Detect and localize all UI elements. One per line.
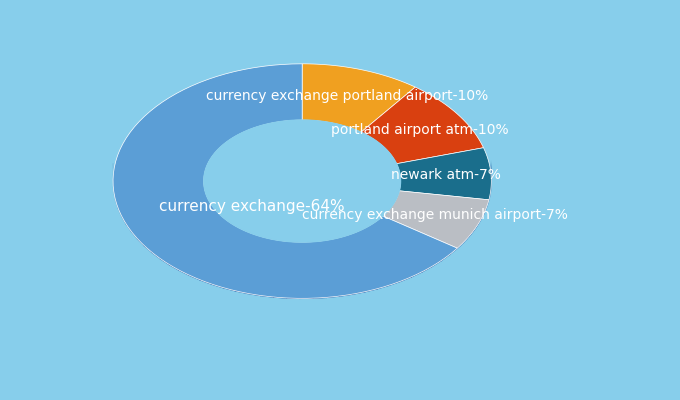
Polygon shape bbox=[214, 186, 217, 211]
Polygon shape bbox=[432, 240, 441, 267]
Polygon shape bbox=[224, 197, 228, 222]
Polygon shape bbox=[211, 263, 224, 288]
Polygon shape bbox=[422, 246, 432, 272]
Polygon shape bbox=[243, 209, 250, 232]
Polygon shape bbox=[460, 223, 461, 245]
Polygon shape bbox=[341, 214, 347, 237]
Polygon shape bbox=[364, 204, 369, 228]
Polygon shape bbox=[335, 216, 341, 239]
Polygon shape bbox=[205, 170, 207, 196]
Polygon shape bbox=[287, 277, 300, 298]
Polygon shape bbox=[152, 231, 160, 259]
Text: newark atm-7%: newark atm-7% bbox=[391, 168, 500, 182]
Polygon shape bbox=[467, 216, 468, 238]
Text: currency exchange-64%: currency exchange-64% bbox=[159, 199, 345, 214]
Polygon shape bbox=[322, 219, 328, 241]
Polygon shape bbox=[462, 222, 463, 244]
Polygon shape bbox=[466, 217, 467, 239]
Polygon shape bbox=[233, 204, 238, 228]
Polygon shape bbox=[169, 244, 180, 270]
Polygon shape bbox=[464, 220, 465, 242]
Polygon shape bbox=[144, 225, 152, 252]
Polygon shape bbox=[238, 206, 243, 230]
Polygon shape bbox=[235, 270, 248, 294]
Polygon shape bbox=[396, 148, 492, 200]
Polygon shape bbox=[204, 166, 205, 191]
Polygon shape bbox=[126, 203, 131, 232]
Polygon shape bbox=[441, 234, 449, 261]
Polygon shape bbox=[116, 180, 118, 209]
Polygon shape bbox=[201, 259, 211, 284]
Polygon shape bbox=[261, 216, 267, 238]
Polygon shape bbox=[383, 191, 489, 248]
Polygon shape bbox=[294, 221, 301, 242]
Polygon shape bbox=[211, 182, 214, 207]
Polygon shape bbox=[458, 226, 459, 248]
Polygon shape bbox=[118, 188, 122, 216]
Polygon shape bbox=[359, 207, 364, 231]
Polygon shape bbox=[114, 172, 116, 201]
Polygon shape bbox=[281, 220, 288, 241]
Polygon shape bbox=[326, 275, 339, 298]
Polygon shape bbox=[465, 219, 466, 241]
Polygon shape bbox=[113, 64, 458, 298]
Polygon shape bbox=[374, 198, 379, 222]
Polygon shape bbox=[463, 221, 464, 243]
Polygon shape bbox=[300, 277, 313, 298]
Polygon shape bbox=[377, 264, 389, 289]
Polygon shape bbox=[352, 271, 364, 294]
Polygon shape bbox=[180, 249, 190, 275]
Polygon shape bbox=[228, 200, 233, 224]
Polygon shape bbox=[113, 163, 114, 192]
Text: currency exchange munich airport-7%: currency exchange munich airport-7% bbox=[303, 208, 568, 222]
Polygon shape bbox=[389, 260, 400, 285]
Polygon shape bbox=[250, 211, 255, 235]
Polygon shape bbox=[224, 267, 235, 291]
Polygon shape bbox=[274, 218, 281, 240]
Polygon shape bbox=[302, 64, 415, 132]
Polygon shape bbox=[207, 174, 208, 200]
Polygon shape bbox=[131, 210, 137, 239]
Polygon shape bbox=[313, 276, 326, 298]
Polygon shape bbox=[190, 254, 201, 280]
Polygon shape bbox=[400, 256, 411, 282]
Polygon shape bbox=[369, 202, 374, 226]
Polygon shape bbox=[449, 227, 458, 255]
Polygon shape bbox=[301, 221, 308, 242]
Polygon shape bbox=[255, 214, 261, 236]
Polygon shape bbox=[353, 210, 359, 233]
Polygon shape bbox=[137, 218, 144, 246]
Polygon shape bbox=[288, 220, 294, 242]
Polygon shape bbox=[361, 87, 483, 164]
Polygon shape bbox=[379, 195, 383, 219]
Text: currency exchange portland airport-10%: currency exchange portland airport-10% bbox=[206, 90, 489, 104]
Polygon shape bbox=[274, 276, 287, 298]
Polygon shape bbox=[364, 268, 377, 292]
Polygon shape bbox=[347, 212, 353, 235]
Polygon shape bbox=[160, 238, 169, 265]
Polygon shape bbox=[267, 217, 274, 240]
Polygon shape bbox=[217, 190, 220, 215]
Polygon shape bbox=[461, 223, 462, 244]
Polygon shape bbox=[411, 251, 422, 277]
Polygon shape bbox=[220, 194, 224, 218]
Polygon shape bbox=[122, 196, 126, 224]
Polygon shape bbox=[468, 216, 469, 238]
Polygon shape bbox=[208, 178, 211, 204]
Polygon shape bbox=[315, 220, 322, 242]
Polygon shape bbox=[328, 218, 335, 240]
Polygon shape bbox=[308, 220, 315, 242]
Polygon shape bbox=[261, 274, 274, 297]
Polygon shape bbox=[204, 120, 401, 242]
Polygon shape bbox=[248, 272, 261, 296]
Text: portland airport atm-10%: portland airport atm-10% bbox=[331, 123, 509, 137]
Polygon shape bbox=[459, 225, 460, 247]
Polygon shape bbox=[339, 273, 352, 296]
